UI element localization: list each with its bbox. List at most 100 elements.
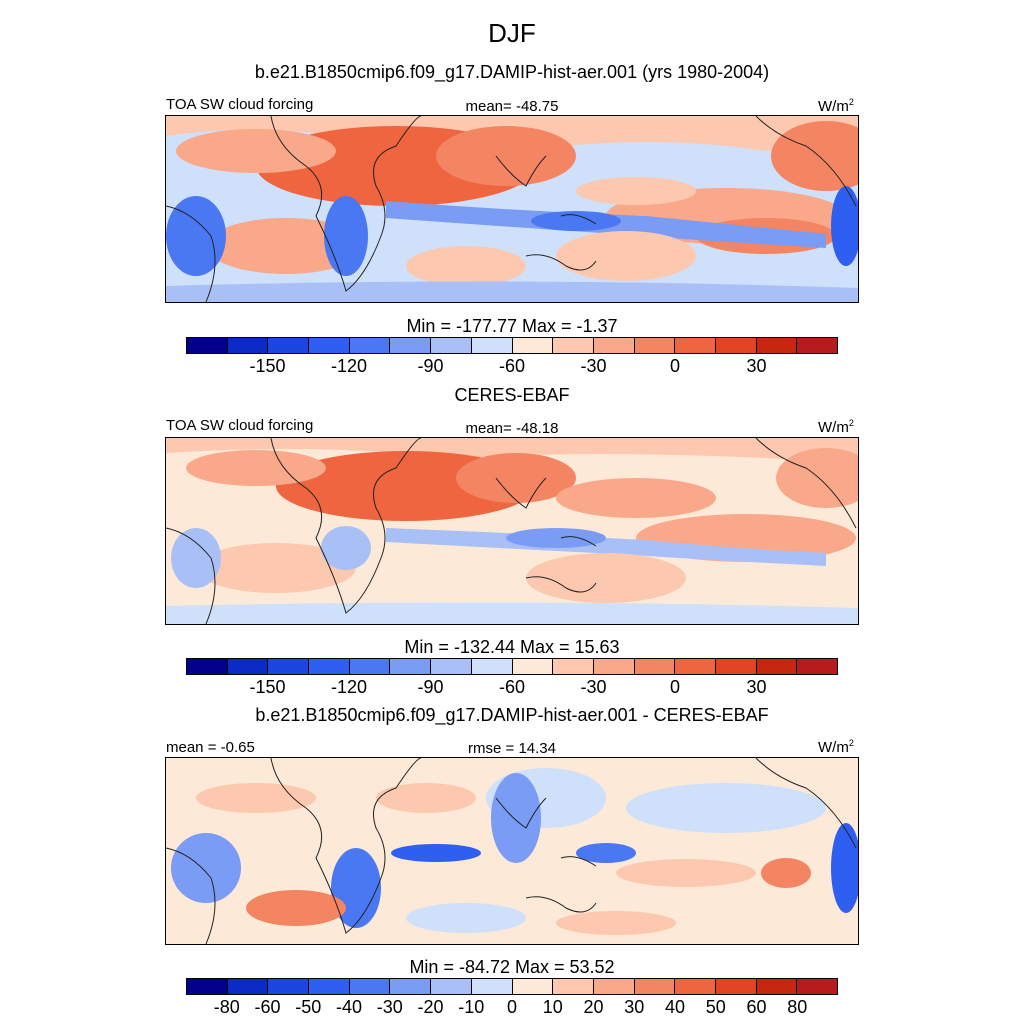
colorbar-segment [390, 338, 432, 353]
colorbar-tick-label: 60 [746, 997, 767, 1017]
colorbar-segment [756, 338, 798, 353]
panel1-variable-label: TOA SW cloud forcing [166, 96, 314, 113]
colorbar-segment [593, 659, 635, 674]
colorbar-tick-label: -120 [330, 677, 368, 697]
colorbar-segment [309, 659, 350, 674]
colorbar-segment [715, 338, 757, 353]
colorbar-tick-label: 50 [705, 997, 726, 1017]
colorbar-tick-label: -80 [213, 997, 240, 1017]
panel1-map [165, 115, 859, 303]
colorbar-segment [431, 338, 472, 353]
colorbar-segment [512, 979, 554, 994]
panel3-colorbar-ticks: -80 -60 -50 -40 -30 -20 -10 0 10 20 30 40 50 60 80 [186, 997, 838, 1019]
colorbar-segment [431, 979, 472, 994]
colorbar-tick-label: -150 [249, 356, 286, 376]
panel3-colorbar [186, 978, 838, 995]
colorbar-segment [715, 979, 757, 994]
colorbar-segment [349, 338, 391, 353]
panel3-unit-label: W/m2 [818, 738, 854, 756]
panel3-minmax: Min = -84.72 Max = 53.52 [409, 957, 615, 977]
colorbar-tick-label: -60 [498, 677, 526, 697]
panel1-colorbar-ticks: -150 -120 -90 -60 -30 0 30 [186, 356, 838, 378]
colorbar-segment [675, 338, 716, 353]
colorbar-tick-label: 40 [664, 997, 686, 1017]
colorbar-tick-label: -60 [254, 997, 281, 1017]
colorbar-tick-label: 30 [746, 677, 767, 697]
colorbar-segment [797, 659, 837, 674]
colorbar-tick-label: -150 [249, 677, 286, 697]
colorbar-segment [553, 979, 594, 994]
panel3-rmse-label: rmse = 14.34 [468, 740, 556, 757]
panel2-mean-label: mean= -48.18 [465, 420, 559, 437]
colorbar-segment [390, 659, 432, 674]
colorbar-segment [268, 979, 310, 994]
colorbar-segment [309, 979, 350, 994]
colorbar-tick-label: 10 [542, 997, 563, 1017]
colorbar-segment [634, 659, 676, 674]
colorbar-segment [349, 979, 391, 994]
colorbar-segment [553, 659, 594, 674]
panel1-mean-label: mean= -48.75 [465, 98, 559, 115]
colorbar-segment [187, 979, 228, 994]
colorbar-segment [349, 659, 391, 674]
colorbar-tick-label: 80 [787, 997, 808, 1017]
colorbar-tick-label: -40 [335, 997, 363, 1017]
colorbar-tick-label: -20 [417, 997, 444, 1017]
panel2-colorbar [186, 658, 838, 675]
colorbar-segment [227, 338, 269, 353]
colorbar-segment [797, 979, 837, 994]
panel3-mean-label: mean = -0.65 [166, 739, 255, 756]
colorbar-segment [431, 659, 472, 674]
colorbar-tick-label: -30 [580, 356, 607, 376]
colorbar-tick-label: 20 [583, 997, 604, 1017]
panel2-colorbar-ticks: -150 -120 -90 -60 -30 0 30 [186, 677, 838, 699]
colorbar-segment [512, 338, 554, 353]
panel2-variable-label: TOA SW cloud forcing [166, 417, 314, 434]
colorbar-tick-label: -60 [498, 356, 526, 376]
panel3-subtitle: b.e21.B1850cmip6.f09_g17.DAMIP-hist-aer.… [255, 705, 769, 725]
panel2-unit-label: W/m2 [818, 418, 854, 436]
colorbar-segment [309, 338, 350, 353]
colorbar-tick-label: 0 [669, 677, 681, 697]
colorbar-tick-label: 30 [624, 997, 645, 1017]
colorbar-segment [471, 659, 513, 674]
colorbar-tick-label: -30 [376, 997, 403, 1017]
colorbar-tick-label: -30 [580, 677, 607, 697]
page-title: DJF [488, 18, 536, 48]
colorbar-segment [715, 659, 757, 674]
panel1-unit-label: W/m2 [818, 97, 854, 115]
colorbar-tick-label: -90 [417, 356, 444, 376]
panel2-minmax: Min = -132.44 Max = 15.63 [404, 637, 620, 657]
colorbar-segment [756, 979, 798, 994]
colorbar-segment [390, 979, 432, 994]
colorbar-segment [593, 338, 635, 353]
colorbar-tick-label: 0 [669, 356, 681, 376]
colorbar-segment [268, 338, 310, 353]
colorbar-segment [471, 338, 513, 353]
panel1-minmax: Min = -177.77 Max = -1.37 [406, 316, 618, 336]
colorbar-segment [512, 659, 554, 674]
colorbar-segment [675, 979, 716, 994]
colorbar-segment [553, 338, 594, 353]
colorbar-tick-label: -10 [458, 997, 485, 1017]
colorbar-segment [187, 338, 228, 353]
panel2-map [165, 437, 859, 625]
colorbar-tick-label: -50 [295, 997, 322, 1017]
colorbar-segment [268, 659, 310, 674]
panel2-subtitle: CERES-EBAF [454, 385, 570, 405]
colorbar-segment [634, 979, 676, 994]
colorbar-segment [471, 979, 513, 994]
colorbar-segment [593, 979, 635, 994]
colorbar-tick-label: -90 [417, 677, 444, 697]
colorbar-tick-label: 0 [506, 997, 518, 1017]
colorbar-segment [187, 659, 228, 674]
colorbar-segment [756, 659, 798, 674]
colorbar-segment [227, 979, 269, 994]
panel1-colorbar [186, 337, 838, 354]
colorbar-segment [797, 338, 837, 353]
colorbar-tick-label: 30 [746, 356, 767, 376]
panel3-map [165, 757, 859, 945]
colorbar-segment [675, 659, 716, 674]
colorbar-segment [227, 659, 269, 674]
colorbar-segment [634, 338, 676, 353]
